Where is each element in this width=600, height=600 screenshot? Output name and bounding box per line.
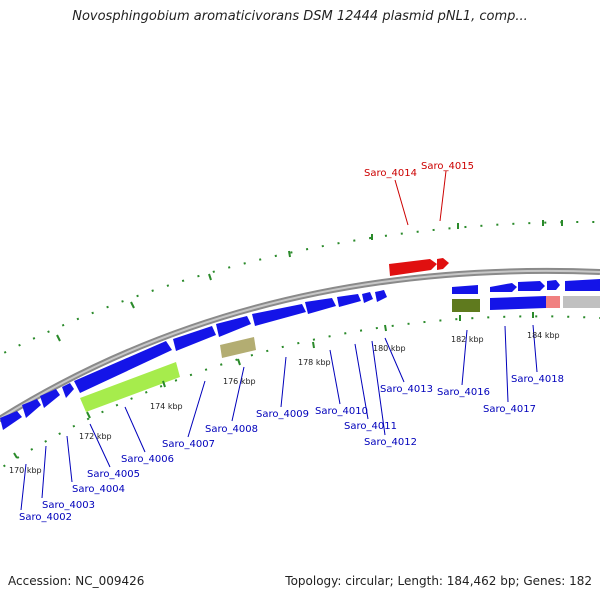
leader-lines: [20, 170, 538, 511]
gene-block[interactable]: [565, 279, 600, 291]
gene-label-saro-4017[interactable]: Saro_4017: [483, 404, 536, 415]
topology-summary: Topology: circular; Length: 184,462 bp; …: [285, 574, 592, 588]
backbone-highlight: [0, 269, 600, 420]
gene-block[interactable]: [252, 304, 306, 326]
accession-text: Accession: NC_009426: [8, 574, 145, 588]
major-ticks: [13, 220, 563, 459]
tick-label: 180 kbp: [373, 344, 406, 353]
gene-block-gray[interactable]: [563, 296, 600, 308]
gene-label-saro-4011[interactable]: Saro_4011: [344, 421, 397, 432]
gene-block[interactable]: [547, 280, 560, 290]
gene-label-saro-4008[interactable]: Saro_4008: [205, 424, 258, 435]
gene-label-saro-4009[interactable]: Saro_4009: [256, 409, 309, 420]
tick-label: 182 kbp: [451, 335, 484, 344]
tick-label: 184 kbp: [527, 331, 560, 340]
gene-block[interactable]: [173, 326, 216, 351]
olive-block[interactable]: [452, 299, 480, 312]
gene-saro-4015[interactable]: [437, 258, 449, 270]
tick-label: 178 kbp: [298, 358, 331, 367]
gene-saro-4014[interactable]: [389, 259, 437, 276]
page-title: Novosphingobium aromaticivorans DSM 1244…: [72, 9, 528, 24]
gene-block[interactable]: [375, 290, 387, 302]
gene-block[interactable]: [490, 296, 546, 310]
gene-block[interactable]: [305, 298, 336, 314]
gene-label-saro-4014[interactable]: Saro_4014: [364, 168, 417, 179]
gene-label-saro-4010[interactable]: Saro_4010: [315, 406, 368, 417]
gene-label-saro-4006[interactable]: Saro_4006: [121, 454, 174, 465]
gene-label-saro-4015[interactable]: Saro_4015: [421, 161, 474, 172]
gene-block[interactable]: [40, 389, 60, 408]
gene-label-saro-4004[interactable]: Saro_4004: [72, 484, 125, 495]
tick-label: 170 kbp: [9, 466, 42, 475]
gene-labels: Saro_4014 Saro_4015 Saro_4002 Saro_4003 …: [19, 161, 564, 523]
gene-block[interactable]: [362, 292, 373, 303]
rna-green-block[interactable]: [80, 362, 180, 412]
gene-block[interactable]: [0, 411, 22, 430]
gene-block[interactable]: [518, 281, 545, 291]
gene-block[interactable]: [337, 294, 361, 307]
gene-label-saro-4005[interactable]: Saro_4005: [87, 469, 140, 480]
gene-label-saro-4002[interactable]: Saro_4002: [19, 512, 72, 523]
gene-label-saro-4016[interactable]: Saro_4016: [437, 387, 490, 398]
tick-label: 176 kbp: [223, 377, 256, 386]
gene-block[interactable]: [62, 383, 74, 398]
reverse-genes: [389, 258, 449, 276]
gene-label-saro-4012[interactable]: Saro_4012: [364, 437, 417, 448]
tan-block[interactable]: [220, 337, 256, 358]
tick-label: 174 kbp: [150, 402, 183, 411]
kbp-labels: 170 kbp 172 kbp 174 kbp 176 kbp 178 kbp …: [9, 331, 560, 475]
gene-label-saro-4013[interactable]: Saro_4013: [380, 384, 433, 395]
forward-genes: [0, 279, 600, 430]
gene-label-saro-4018[interactable]: Saro_4018: [511, 374, 564, 385]
gene-block[interactable]: [452, 285, 478, 294]
tick-label: 172 kbp: [79, 432, 112, 441]
gene-block-pink[interactable]: [546, 296, 560, 308]
gene-label-saro-4007[interactable]: Saro_4007: [162, 439, 215, 450]
gene-block[interactable]: [216, 316, 251, 337]
gene-block[interactable]: [490, 283, 517, 292]
gene-label-saro-4003[interactable]: Saro_4003: [42, 500, 95, 511]
gene-block[interactable]: [74, 341, 172, 393]
gene-block[interactable]: [22, 399, 41, 418]
